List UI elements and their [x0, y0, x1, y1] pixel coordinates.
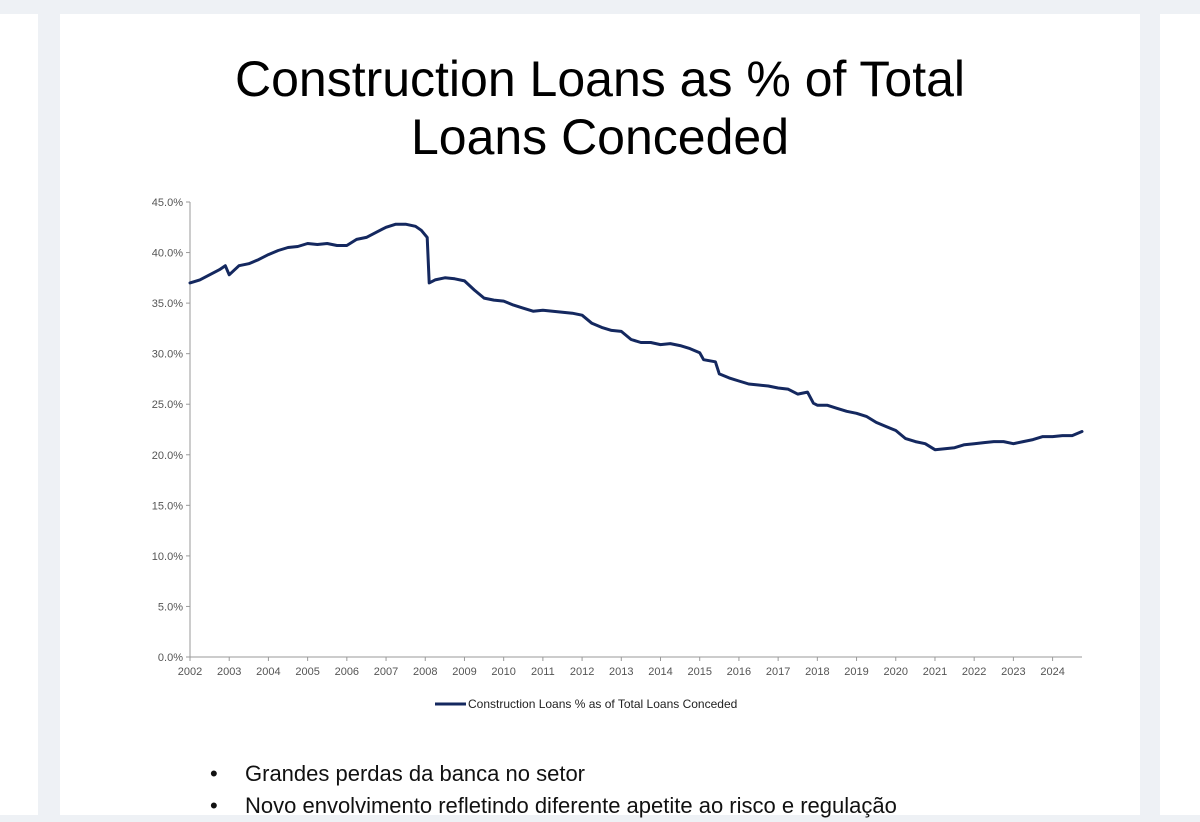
legend-label: Construction Loans % as of Total Loans C… — [468, 697, 737, 711]
x-tick-label: 2016 — [727, 666, 751, 678]
x-tick-label: 2012 — [570, 666, 594, 678]
x-tick-label: 2022 — [962, 666, 986, 678]
y-tick-label: 40.0% — [152, 248, 183, 260]
viewer-background-left — [0, 14, 38, 815]
slide-title: Construction Loans as % of Total Loans C… — [60, 50, 1140, 166]
y-tick-label: 5.0% — [158, 601, 183, 613]
x-tick-label: 2013 — [609, 666, 633, 678]
y-tick-label: 35.0% — [152, 298, 183, 310]
slide: Construction Loans as % of Total Loans C… — [60, 14, 1140, 818]
x-tick-label: 2023 — [1001, 666, 1025, 678]
x-tick-label: 2003 — [217, 666, 241, 678]
x-tick-label: 2008 — [413, 666, 437, 678]
x-tick-label: 2015 — [687, 666, 711, 678]
series-line — [188, 222, 1084, 452]
y-tick-label: 45.0% — [152, 197, 183, 209]
y-tick-label: 25.0% — [152, 399, 183, 411]
x-tick-label: 2007 — [374, 666, 398, 678]
y-tick-label: 15.0% — [152, 500, 183, 512]
x-tick-label: 2018 — [805, 666, 829, 678]
x-tick-label: 2021 — [923, 666, 947, 678]
slide-title-line-2: Loans Conceded — [410, 109, 790, 165]
x-tick-label: 2002 — [178, 666, 202, 678]
bullet-item: • Novo envolvimento refletindo diferente… — [210, 790, 897, 822]
y-tick-label: 30.0% — [152, 349, 183, 361]
x-tick-label: 2006 — [335, 666, 359, 678]
bullet-glyph: • — [210, 761, 218, 786]
x-tick-label: 2010 — [491, 666, 515, 678]
bullet-item: • Grandes perdas da banca no setor — [210, 758, 897, 790]
x-tick-label: 2019 — [844, 666, 868, 678]
x-tick-label: 2011 — [531, 666, 555, 678]
bullet-glyph: • — [210, 793, 218, 818]
slide-title-line-1: Construction Loans as % of Total — [234, 51, 966, 107]
y-tick-label: 10.0% — [152, 551, 183, 563]
bullet-text: Novo envolvimento refletindo diferente a… — [245, 793, 897, 818]
y-tick-label: 20.0% — [152, 450, 183, 462]
line-chart: 0.0% 5.0% 10.0% 15.0% 20.0% 25.0% 30.0% 35.0% 40… — [152, 197, 1084, 711]
x-tick-label: 2024 — [1040, 666, 1064, 678]
x-tick-label: 2014 — [648, 666, 672, 678]
x-tick-label: 2020 — [884, 666, 908, 678]
y-tick-label: 0.0% — [158, 652, 183, 664]
x-tick-label: 2005 — [295, 666, 319, 678]
bullet-list: • Grandes perdas da banca no setor • Nov… — [210, 758, 897, 822]
x-tick-label: 2004 — [256, 666, 280, 678]
bullet-text: Grandes perdas da banca no setor — [245, 761, 586, 786]
x-tick-label: 2017 — [766, 666, 790, 678]
viewer-background-right — [1160, 14, 1200, 815]
x-tick-label: 2009 — [452, 666, 476, 678]
